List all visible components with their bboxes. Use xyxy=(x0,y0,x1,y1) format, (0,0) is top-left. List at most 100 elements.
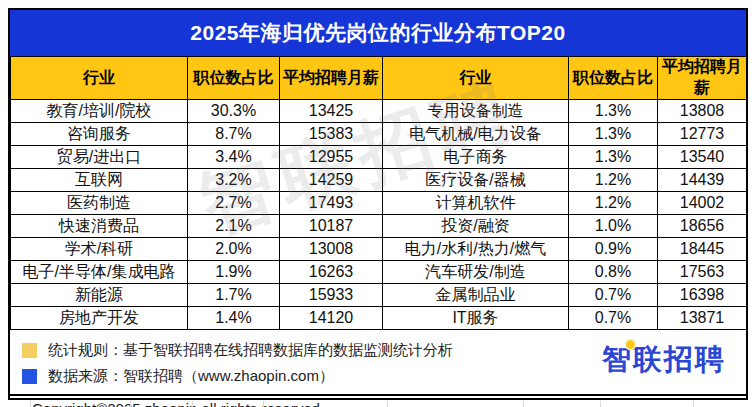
table-row: 房地产开发1.4%14120IT服务0.7%13871 xyxy=(11,307,747,330)
share-cell: 8.7% xyxy=(188,123,280,146)
page-title: 2025年海归优先岗位的行业分布TOP20 xyxy=(10,10,746,56)
industry-cell: 医疗设备/器械 xyxy=(383,169,569,192)
industry-cell: 电子商务 xyxy=(383,146,569,169)
industry-cell: 新能源 xyxy=(11,284,188,307)
share-cell: 1.2% xyxy=(569,192,658,215)
share-cell: 1.9% xyxy=(188,261,280,284)
gridline-tick xyxy=(693,401,694,407)
industry-cell: 咨询服务 xyxy=(11,123,188,146)
gridline-tick xyxy=(263,401,264,407)
share-cell: 0.9% xyxy=(569,238,658,261)
share-cell: 1.2% xyxy=(569,169,658,192)
industry-cell: 电力/水利/热力/燃气 xyxy=(383,238,569,261)
footer: 统计规则：基于智联招聘在线招聘数据库的数据监测统计分析 数据来源：智联招聘（ww… xyxy=(10,330,746,394)
salary-cell: 12955 xyxy=(280,146,383,169)
industry-cell: 电气机械/电力设备 xyxy=(383,123,569,146)
copyright-text: Copyright©2025 zhaopin all rights reserv… xyxy=(10,394,746,407)
stat-rule-note: 统计规则：基于智联招聘在线招聘数据库的数据监测统计分析 xyxy=(22,341,453,360)
logo-dot-icon xyxy=(625,339,636,350)
share-cell: 2.1% xyxy=(188,215,280,238)
table-row: 快速消费品2.1%10187投资/融资1.0%18656 xyxy=(11,215,747,238)
salary-cell: 14002 xyxy=(658,192,747,215)
share-cell: 1.3% xyxy=(569,123,658,146)
salary-cell: 15933 xyxy=(280,284,383,307)
column-header: 行业 xyxy=(383,57,569,100)
share-cell: 1.7% xyxy=(188,284,280,307)
salary-cell: 14259 xyxy=(280,169,383,192)
share-cell: 1.3% xyxy=(569,146,658,169)
share-cell: 1.4% xyxy=(188,307,280,330)
salary-cell: 10187 xyxy=(280,215,383,238)
salary-cell: 15383 xyxy=(280,123,383,146)
industry-cell: 专用设备制造 xyxy=(383,100,569,123)
table-row: 咨询服务8.7%15383电气机械/电力设备1.3%12773 xyxy=(11,123,747,146)
salary-cell: 17493 xyxy=(280,192,383,215)
share-cell: 30.3% xyxy=(188,100,280,123)
legend-yellow-square-icon xyxy=(22,343,37,358)
share-cell: 3.2% xyxy=(188,169,280,192)
table-row: 学术/科研2.0%13008电力/水利/热力/燃气0.9%18445 xyxy=(11,238,747,261)
industry-cell: 互联网 xyxy=(11,169,188,192)
stat-rule-text: 统计规则：基于智联招聘在线招聘数据库的数据监测统计分析 xyxy=(48,341,453,360)
industry-cell: 贸易/进出口 xyxy=(11,146,188,169)
industry-cell: IT服务 xyxy=(383,307,569,330)
share-cell: 3.4% xyxy=(188,146,280,169)
table-row: 互联网3.2%14259医疗设备/器械1.2%14439 xyxy=(11,169,747,192)
column-header: 平均招聘月薪 xyxy=(658,57,747,100)
logo-text: 智联招聘 xyxy=(602,343,726,375)
share-cell: 0.7% xyxy=(569,307,658,330)
zhaopin-logo: 智联招聘 xyxy=(602,340,732,386)
table-row: 教育/培训/院校30.3%13425专用设备制造1.3%13808 xyxy=(11,100,747,123)
header-row: 行业职位数占比平均招聘月薪行业职位数占比平均招聘月薪 xyxy=(11,57,747,100)
salary-cell: 13425 xyxy=(280,100,383,123)
share-cell: 0.7% xyxy=(569,284,658,307)
legend-blue-square-icon xyxy=(22,369,37,384)
salary-cell: 14439 xyxy=(658,169,747,192)
industry-cell: 汽车研发/制造 xyxy=(383,261,569,284)
industry-cell: 电子/半导体/集成电路 xyxy=(11,261,188,284)
share-cell: 2.7% xyxy=(188,192,280,215)
table-row: 电子/半导体/集成电路1.9%16263汽车研发/制造0.8%17563 xyxy=(11,261,747,284)
gridline-tick xyxy=(130,401,131,407)
screenshot-root: 智联招聘 2025年海归优先岗位的行业分布TOP20 行业职位数占比平均招聘月薪… xyxy=(0,0,755,407)
gridline-tick xyxy=(600,401,601,407)
industry-cell: 房地产开发 xyxy=(11,307,188,330)
industry-cell: 计算机软件 xyxy=(383,192,569,215)
gridline-tick xyxy=(387,401,388,407)
column-header: 平均招聘月薪 xyxy=(280,57,383,100)
industry-cell: 快速消费品 xyxy=(11,215,188,238)
salary-cell: 17563 xyxy=(658,261,747,284)
column-header: 行业 xyxy=(11,57,188,100)
gridline-tick xyxy=(192,401,193,407)
gridline-tick xyxy=(30,401,31,407)
salary-cell: 13808 xyxy=(658,100,747,123)
industry-cell: 医药制造 xyxy=(11,192,188,215)
report-sheet: 2025年海归优先岗位的行业分布TOP20 行业职位数占比平均招聘月薪行业职位数… xyxy=(8,8,748,400)
column-header: 职位数占比 xyxy=(188,57,280,100)
data-source-text: 数据来源：智联招聘（www.zhaopin.com） xyxy=(48,367,334,386)
salary-cell: 13008 xyxy=(280,238,383,261)
salary-cell: 16263 xyxy=(280,261,383,284)
industry-cell: 投资/融资 xyxy=(383,215,569,238)
salary-cell: 13871 xyxy=(658,307,747,330)
share-cell: 2.0% xyxy=(188,238,280,261)
salary-cell: 12773 xyxy=(658,123,747,146)
table-row: 新能源1.7%15933金属制品业0.7%16398 xyxy=(11,284,747,307)
salary-cell: 14120 xyxy=(280,307,383,330)
table-row: 贸易/进出口3.4%12955电子商务1.3%13540 xyxy=(11,146,747,169)
table-row: 医药制造2.7%17493计算机软件1.2%14002 xyxy=(11,192,747,215)
salary-cell: 16398 xyxy=(658,284,747,307)
industry-cell: 学术/科研 xyxy=(11,238,188,261)
share-cell: 1.3% xyxy=(569,100,658,123)
share-cell: 0.8% xyxy=(569,261,658,284)
salary-cell: 13540 xyxy=(658,146,747,169)
footnotes: 统计规则：基于智联招聘在线招聘数据库的数据监测统计分析 数据来源：智联招聘（ww… xyxy=(22,341,453,386)
salary-cell: 18445 xyxy=(658,238,747,261)
salary-cell: 18656 xyxy=(658,215,747,238)
industry-cell: 教育/培训/院校 xyxy=(11,100,188,123)
column-header: 职位数占比 xyxy=(569,57,658,100)
data-source-note: 数据来源：智联招聘（www.zhaopin.com） xyxy=(22,367,453,386)
industry-table: 行业职位数占比平均招聘月薪行业职位数占比平均招聘月薪 教育/培训/院校30.3%… xyxy=(10,56,747,330)
share-cell: 1.0% xyxy=(569,215,658,238)
gridline-tick xyxy=(523,401,524,407)
